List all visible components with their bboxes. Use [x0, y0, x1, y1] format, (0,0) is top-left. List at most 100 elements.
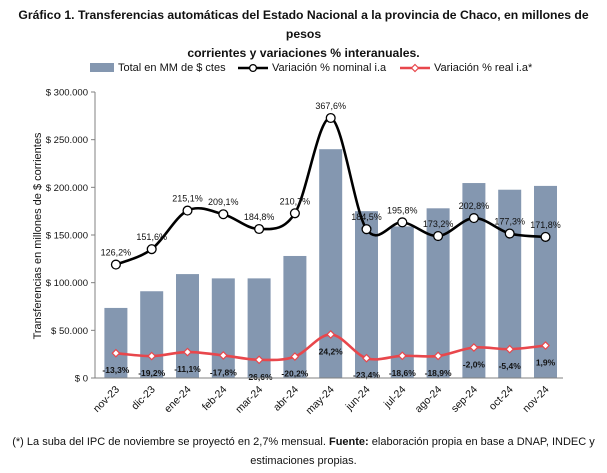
x-tick-label: feb-24	[200, 384, 230, 414]
x-tick-label: nov-24	[520, 384, 551, 415]
real-data-label: 1,9%	[536, 358, 556, 368]
x-tick-label: jun-24	[343, 384, 373, 414]
nominal-marker	[397, 217, 408, 228]
y-axis: $ 0 $ 50.000 $ 100.000 $ 150.000 $ 200.000 $ …	[46, 88, 96, 385]
real-marker	[183, 347, 192, 357]
real-marker	[147, 351, 157, 361]
nominal-data-label: 210,7%	[280, 196, 311, 206]
x-tick-label: ago-24	[413, 384, 445, 416]
real-data-label: -11,1%	[174, 364, 201, 374]
real-marker	[111, 348, 121, 358]
legend-real-label: Variación % real i.a*	[434, 62, 533, 74]
nominal-data-label: 171,8%	[530, 220, 561, 230]
footnote: (*) La suba del IPC de noviembre se proy…	[0, 433, 607, 471]
real-marker	[254, 355, 264, 365]
bar	[211, 278, 235, 378]
y-tick-label: $ 250.000	[46, 135, 88, 146]
line-series	[110, 112, 551, 365]
real-marker	[218, 350, 228, 360]
footnote-line-1: (*) La suba del IPC de noviembre se proy…	[0, 433, 607, 452]
x-tick-label: ene-24	[162, 384, 194, 416]
nominal-data-label: 184,5%	[351, 212, 382, 222]
legend: Total en MM de $ ctes Variación % nomina…	[90, 62, 533, 74]
real-data-label: -26,6%	[246, 372, 273, 382]
legend-nominal-marker	[248, 63, 258, 73]
bar	[319, 149, 343, 378]
nominal-marker	[110, 259, 121, 270]
real-marker	[469, 343, 479, 352]
x-tick-label: oct-24	[487, 384, 516, 413]
real-data-label: -13,3%	[102, 365, 129, 375]
y-tick-label: $ 100.000	[46, 278, 88, 289]
nominal-data-label: 126,2%	[101, 248, 132, 258]
footnote-source: elaboración propia en base a DNAP, INDEC…	[371, 436, 595, 448]
legend-real-marker	[410, 63, 420, 73]
nominal-marker	[289, 208, 300, 219]
nominal-data-label: 173,2%	[423, 219, 454, 229]
nominal-data-label: 195,8%	[387, 205, 418, 215]
footnote-note: (*) La suba del IPC de noviembre se proy…	[12, 436, 326, 448]
x-tick-label: sep-24	[449, 384, 480, 415]
nominal-marker	[146, 244, 157, 255]
real-data-label: -20,2%	[281, 369, 308, 379]
real-marker	[433, 351, 443, 361]
bar	[176, 274, 199, 378]
real-marker	[326, 329, 336, 339]
y-tick-label: $ 200.000	[46, 183, 88, 194]
legend-bar-swatch	[90, 63, 114, 72]
real-data-label: -18,9%	[425, 368, 452, 378]
data-labels: 126,2% 151,6% 215,1% 209,1% 184,8% 210,7% 367,…	[101, 101, 561, 382]
nominal-data-label: 367,6%	[315, 101, 346, 111]
nominal-marker	[504, 228, 515, 239]
nominal-data-label: 215,1%	[172, 194, 203, 204]
real-marker	[397, 351, 407, 361]
bar	[426, 208, 450, 378]
nominal-data-label: 202,8%	[459, 201, 490, 211]
y-tick-label: $ 0	[75, 374, 88, 385]
y-tick-label: $ 50.000	[51, 326, 88, 337]
real-marker	[362, 353, 371, 363]
bar	[104, 307, 128, 378]
x-tick-label: mar-24	[233, 384, 265, 416]
real-marker	[541, 341, 550, 350]
nominal-marker	[218, 209, 229, 220]
real-data-label: 24,2%	[319, 346, 344, 356]
bar	[462, 183, 486, 378]
real-marker	[290, 352, 300, 362]
nominal-marker	[182, 205, 193, 216]
nominal-marker	[254, 223, 265, 235]
nominal-marker	[540, 231, 551, 242]
nominal-marker	[433, 230, 444, 242]
nominal-data-label: 151,6%	[136, 232, 167, 242]
x-tick-label: abr-24	[271, 384, 301, 414]
bar	[247, 278, 271, 378]
bar	[140, 291, 164, 378]
chart-title-line-1: Gráfico 1. Transferencias automáticas de…	[18, 8, 589, 41]
real-data-label: -5,4%	[499, 361, 522, 371]
chart-title: Gráfico 1. Transferencias automáticas de…	[0, 6, 607, 63]
x-tick-label: jul-24	[381, 384, 408, 411]
x-tick-label: dic-23	[129, 384, 158, 413]
nominal-marker	[468, 213, 479, 224]
real-data-label: -2,0%	[463, 360, 486, 370]
footnote-line-2: estimaciones propias.	[250, 455, 357, 467]
nominal-data-label: 184,8%	[244, 212, 275, 222]
legend-bar-label: Total en MM de $ ctes	[118, 62, 226, 74]
y-tick-label: $ 150.000	[46, 231, 88, 242]
bars-series	[104, 149, 557, 378]
real-data-label: -23,4%	[353, 370, 380, 380]
y-tick-label: $ 300.000	[46, 88, 88, 99]
real-data-label: -18,6%	[389, 368, 416, 378]
y-axis-title: Transferencias en millones de $ corrient…	[32, 132, 44, 339]
bar	[283, 255, 307, 378]
chart-title-line-2: corrientes y variaciones % interanuales.	[187, 46, 420, 60]
bar	[355, 211, 378, 378]
x-tick-label: nov-23	[91, 384, 122, 415]
real-data-label: -17,8%	[210, 367, 237, 377]
nominal-data-label: 177,3%	[494, 217, 525, 227]
nominal-marker	[325, 112, 336, 124]
real-marker	[505, 344, 515, 354]
real-data-label: -19,2%	[138, 368, 165, 378]
nominal-marker	[361, 224, 372, 235]
